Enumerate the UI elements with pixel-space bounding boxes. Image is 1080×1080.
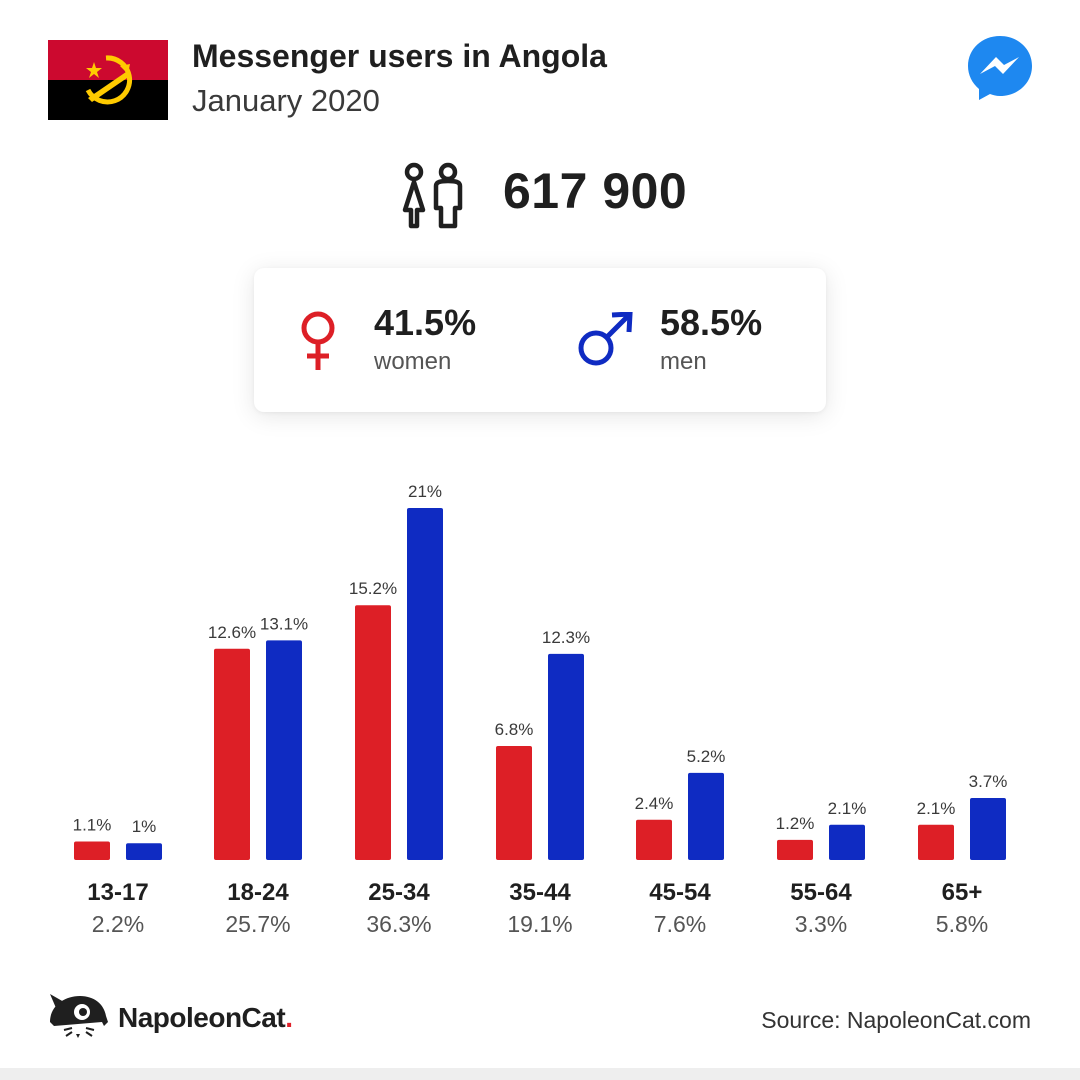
- bar-men-18-24: [266, 640, 302, 860]
- bar-men-65+: [970, 797, 1006, 860]
- bar-men-13-17: [126, 843, 162, 860]
- bar-men-35-44: [548, 653, 584, 860]
- male-icon: [578, 312, 633, 366]
- total-users-value: 617 900: [503, 163, 688, 219]
- bar-value-label-women-45-54: 2.4%: [635, 794, 674, 813]
- bar-value-label-men-18-24: 13.1%: [260, 614, 308, 633]
- female-icon: [301, 311, 335, 370]
- bar-value-label-women-65+: 2.1%: [917, 799, 956, 818]
- men-share-value: 58.5%: [660, 302, 763, 343]
- people-icon: [396, 160, 470, 232]
- category-total-45-54: 7.6%: [654, 911, 706, 937]
- angola-flag: [48, 40, 168, 120]
- brand-name: NapoleonCat.: [118, 1002, 293, 1034]
- bottom-strip: [0, 1068, 1080, 1080]
- brand-name-text: NapoleonCat: [118, 1002, 286, 1033]
- bar-value-label-women-55-64: 1.2%: [776, 814, 815, 833]
- men-label: men: [660, 348, 707, 375]
- bar-men-55-64: [829, 824, 865, 860]
- women-share-value: 41.5%: [374, 302, 477, 343]
- category-total-18-24: 25.7%: [225, 911, 290, 937]
- women-label: women: [374, 348, 452, 375]
- bar-men-25-34: [407, 508, 443, 860]
- bar-value-label-men-45-54: 5.2%: [687, 747, 726, 766]
- bar-value-label-men-35-44: 12.3%: [542, 628, 590, 647]
- category-total-35-44: 19.1%: [507, 911, 572, 937]
- source-credit: Source: NapoleonCat.com: [761, 1007, 1031, 1033]
- bar-women-13-17: [74, 841, 110, 860]
- category-total-65+: 5.8%: [936, 911, 988, 937]
- category-label-55-64: 55-64: [790, 879, 852, 906]
- category-label-25-34: 25-34: [368, 879, 430, 906]
- page-subtitle: January 2020: [192, 83, 380, 118]
- gender-split-card: 41.5% women 58.5% men: [254, 268, 826, 412]
- bar-women-45-54: [636, 819, 672, 860]
- bar-women-35-44: [496, 746, 532, 860]
- bar-value-label-men-65+: 3.7%: [969, 772, 1008, 791]
- bar-women-65+: [918, 824, 954, 860]
- category-total-25-34: 36.3%: [366, 911, 431, 937]
- category-label-45-54: 45-54: [649, 879, 711, 906]
- bar-value-label-men-13-17: 1%: [132, 817, 157, 836]
- page-title: Messenger users in Angola: [192, 38, 607, 74]
- brand-dot: .: [285, 1002, 293, 1033]
- category-label-35-44: 35-44: [509, 879, 571, 906]
- bar-value-label-women-25-34: 15.2%: [349, 579, 397, 598]
- bar-women-25-34: [355, 605, 391, 860]
- bar-value-label-men-55-64: 2.1%: [828, 799, 867, 818]
- category-label-18-24: 18-24: [227, 879, 289, 906]
- bar-value-label-women-35-44: 6.8%: [495, 720, 534, 739]
- bar-women-18-24: [214, 648, 250, 860]
- age-gender-bar-chart: 1.1% 1% 13-17 2.2% 12.6% 13.1% 18-24 25.7% 15.2%…: [73, 482, 1008, 937]
- category-label-65+: 65+: [942, 879, 983, 906]
- bar-men-45-54: [688, 772, 724, 860]
- category-label-13-17: 13-17: [87, 879, 148, 906]
- messenger-icon: [966, 34, 1034, 102]
- bar-value-label-men-25-34: 21%: [408, 482, 442, 501]
- category-total-55-64: 3.3%: [795, 911, 847, 937]
- bar-value-label-women-18-24: 12.6%: [208, 623, 256, 642]
- bar-women-55-64: [777, 839, 813, 860]
- bar-value-label-women-13-17: 1.1%: [73, 816, 112, 835]
- category-total-13-17: 2.2%: [92, 911, 144, 937]
- napoleoncat-logo: [46, 992, 110, 1044]
